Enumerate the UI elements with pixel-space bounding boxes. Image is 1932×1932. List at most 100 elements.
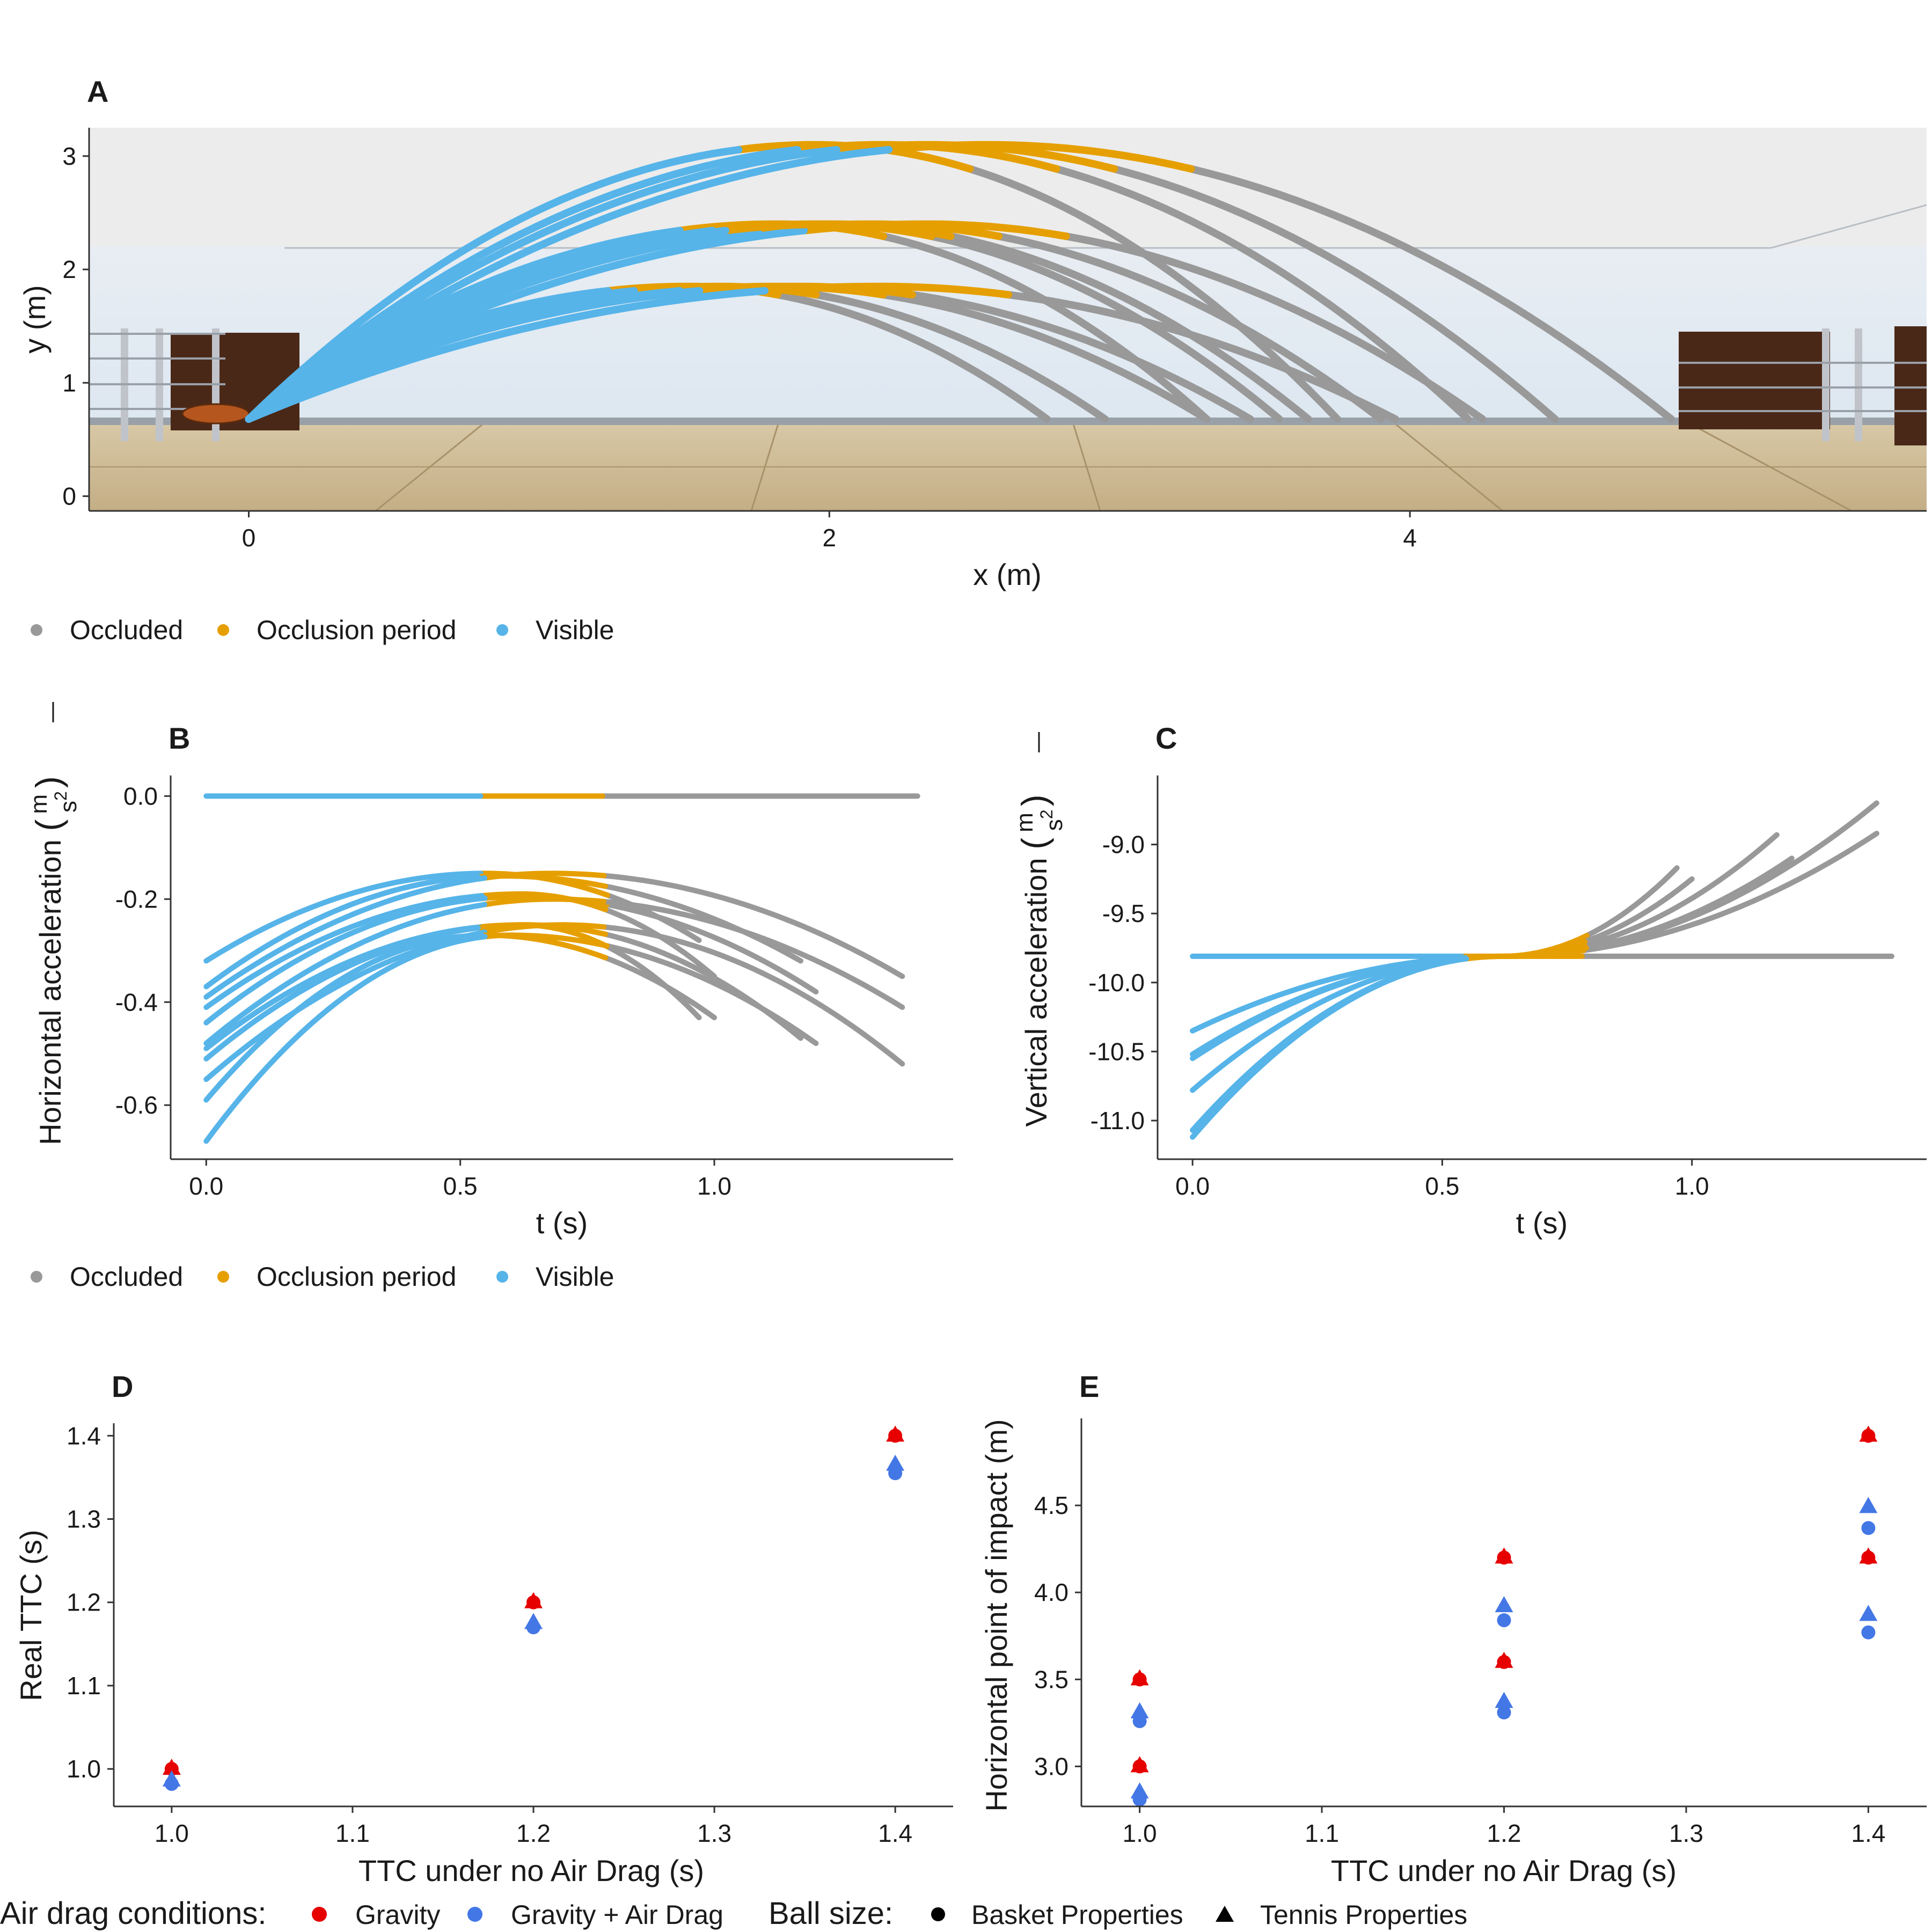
- panel-e-point-gravity-air-drag-triangle: [1495, 1692, 1513, 1708]
- axis-title-a-y: y (m): [18, 285, 52, 354]
- panel-d-ytick-label: 1.3: [67, 1505, 101, 1533]
- acc-v-drag-visible: [1190, 956, 1469, 1140]
- points-d: [162, 1425, 905, 1791]
- panel-a-background: [89, 128, 1927, 511]
- floor-rail: [89, 418, 1927, 425]
- panel-e-point-gravity-air-drag-triangle: [1130, 1702, 1149, 1718]
- legend-dot-gravity: [312, 1907, 327, 1922]
- ylabel-b-den: s: [55, 801, 82, 813]
- acc-h-drag-visible: [203, 874, 481, 990]
- legend-label-occlusion-period-2: Occlusion period: [257, 1262, 456, 1292]
- legend-visibility-2: Occluded Occlusion period Visible: [31, 1262, 614, 1292]
- panel-e-point-gravity-air-drag-circle: [1861, 1521, 1876, 1535]
- acc-h-drag-occluded: [605, 944, 702, 1021]
- acc-h-drag-occlusion-period: [482, 932, 610, 949]
- panel-d-point-gravity-triangle: [886, 1425, 905, 1442]
- panel-b-xtick-label: 0.0: [189, 1172, 223, 1200]
- panel-a-ytick-label: 1: [62, 369, 76, 397]
- ticks-c: 0.0 0.5 1.0 -9.0 -9.5 -10.0 -10.5 -11.0: [1088, 831, 1709, 1200]
- legend-dot-occlusion-period-2: [217, 1271, 229, 1283]
- panel-e: E 1.0 1.1 1.2 1.3 1.4 3.0 3.5 4.0 4.5 TTC under …: [979, 1370, 1927, 1887]
- points-e: [1130, 1425, 1878, 1807]
- panel-d-ytick-label: 1.1: [67, 1672, 101, 1700]
- panel-label-e: E: [1079, 1370, 1099, 1403]
- legend-title-ball-size: Ball size:: [769, 1896, 893, 1931]
- acc-v-drag-visible: [1190, 955, 1462, 1057]
- acc-h-drag-visible: [203, 893, 485, 1010]
- panel-e-point-gravity-air-drag-circle: [1861, 1625, 1876, 1640]
- trajectory-a-visible: [245, 226, 729, 423]
- panel-c-xtick-label: 0.5: [1425, 1172, 1459, 1200]
- trajectory-a-occluded: [812, 291, 1109, 423]
- panel-e-xtick-label: 1.0: [1123, 1819, 1157, 1847]
- panel-b: B 0.0 0.5 1.0 0.0 -0.2 -0.4 -0.6 t (s) Horizon…: [26, 702, 953, 1240]
- panel-e-ytick-label: 4.5: [1034, 1491, 1069, 1519]
- acc-v-drag-occluded: [1580, 800, 1879, 952]
- trajectory-a-occluded: [774, 291, 1051, 423]
- acc-h-drag-occluded: [603, 955, 717, 1021]
- panel-b-xtick-label: 1.0: [697, 1172, 731, 1200]
- legend-label-visible: Visible: [536, 615, 614, 645]
- panel-b-ytick-label: 0.0: [123, 782, 158, 810]
- panel-b-ytick-label: -0.6: [115, 1091, 158, 1119]
- axis-title-c-x: t (s): [1516, 1206, 1568, 1240]
- panel-e-point-gravity-triangle: [1859, 1425, 1878, 1442]
- legend-shape-tennis: [1216, 1906, 1234, 1922]
- legend-label-occlusion-period: Occlusion period: [257, 615, 456, 645]
- panel-e-point-gravity-air-drag-triangle: [1130, 1782, 1149, 1799]
- panel-e-point-gravity-air-drag-triangle: [1495, 1596, 1513, 1613]
- legend-dot-visible: [496, 624, 508, 636]
- legend-dot-occluded: [31, 624, 42, 636]
- acc-h-drag-occluded: [601, 873, 905, 979]
- panel-c-ytick-label: -9.0: [1102, 831, 1145, 859]
- panel-d: D 1.0 1.1 1.2 1.3 1.4 1.0 1.1 1.2 1.3 1.4 TTC und…: [14, 1370, 953, 1887]
- panel-a-xtick-label: 2: [823, 524, 837, 552]
- panel-d-point-gravity-air-drag-triangle: [886, 1454, 905, 1471]
- acc-h-drag-occluded: [604, 902, 819, 995]
- legend-label-gravity: Gravity: [355, 1900, 440, 1930]
- trajectory-a-occluded: [880, 232, 1211, 423]
- acc-v-drag-occluded: [1582, 876, 1695, 945]
- ticks-e: 1.0 1.1 1.2 1.3 1.4 3.0 3.5 4.0 4.5: [1034, 1491, 1885, 1847]
- panel-c-xtick-label: 1.0: [1675, 1172, 1709, 1200]
- acc-h-drag-occlusion-period: [482, 922, 607, 935]
- trajectory-a-occluded: [1110, 165, 1559, 423]
- trajectories-a: [245, 141, 1675, 423]
- panel-e-point-gravity-triangle: [1859, 1547, 1878, 1564]
- acc-h-drag-occluded: [601, 898, 905, 1010]
- panel-d-point-gravity-triangle: [162, 1759, 181, 1775]
- panel-a-xtick-label: 4: [1403, 524, 1417, 552]
- legend-title-air-drag: Air drag conditions:: [0, 1896, 266, 1931]
- trajectory-a-occlusion-period: [761, 282, 1012, 299]
- ticks-a: 0 2 4 0 1 2 3: [62, 142, 1417, 552]
- floor-boards: [89, 423, 1927, 511]
- trajectory-a-visible: [245, 146, 893, 423]
- ticks-d: 1.0 1.1 1.2 1.3 1.4 1.0 1.1 1.2 1.3 1.4: [67, 1422, 912, 1847]
- trajectory-a-occluded: [927, 232, 1283, 423]
- acc-h-drag-occlusion-period: [482, 870, 607, 881]
- ylabel-c-main: Vertical acceleration: [1019, 850, 1053, 1127]
- panel-d-xtick-label: 1.0: [155, 1819, 189, 1847]
- axis-title-e-x: TTC under no Air Drag (s): [1331, 1854, 1677, 1887]
- legend-label-occluded-2: Occluded: [70, 1262, 183, 1292]
- legend-label-visible-2: Visible: [536, 1262, 614, 1292]
- trajectory-a-occluded: [966, 165, 1341, 423]
- acc-h-drag-visible: [203, 902, 488, 1046]
- legend-label-tennis: Tennis Properties: [1260, 1900, 1467, 1930]
- acc-h-drag-visible: [203, 925, 481, 1062]
- legend-label-gravity-air-drag: Gravity + Air Drag: [511, 1900, 723, 1930]
- trajectory-a-occluded: [947, 232, 1312, 423]
- legend-label-basket: Basket Properties: [971, 1900, 1183, 1930]
- ylabel-c-num: m: [1012, 813, 1038, 832]
- axis-title-b-y: Horizontal acceleration (m s2): [26, 702, 82, 1145]
- legend-label-occluded: Occluded: [70, 615, 183, 645]
- panel-a-ytick-label: 0: [62, 482, 76, 510]
- series-c: [1190, 800, 1894, 1140]
- panel-d-xtick-label: 1.1: [335, 1819, 370, 1847]
- acc-h-drag-visible: [203, 932, 485, 1103]
- panel-a-ytick-label: 3: [62, 142, 76, 170]
- panel-e-ytick-label: 3.0: [1034, 1752, 1069, 1780]
- axis-title-d-y: Real TTC (s): [14, 1529, 48, 1701]
- ylabel-b-exp: 2: [51, 791, 70, 801]
